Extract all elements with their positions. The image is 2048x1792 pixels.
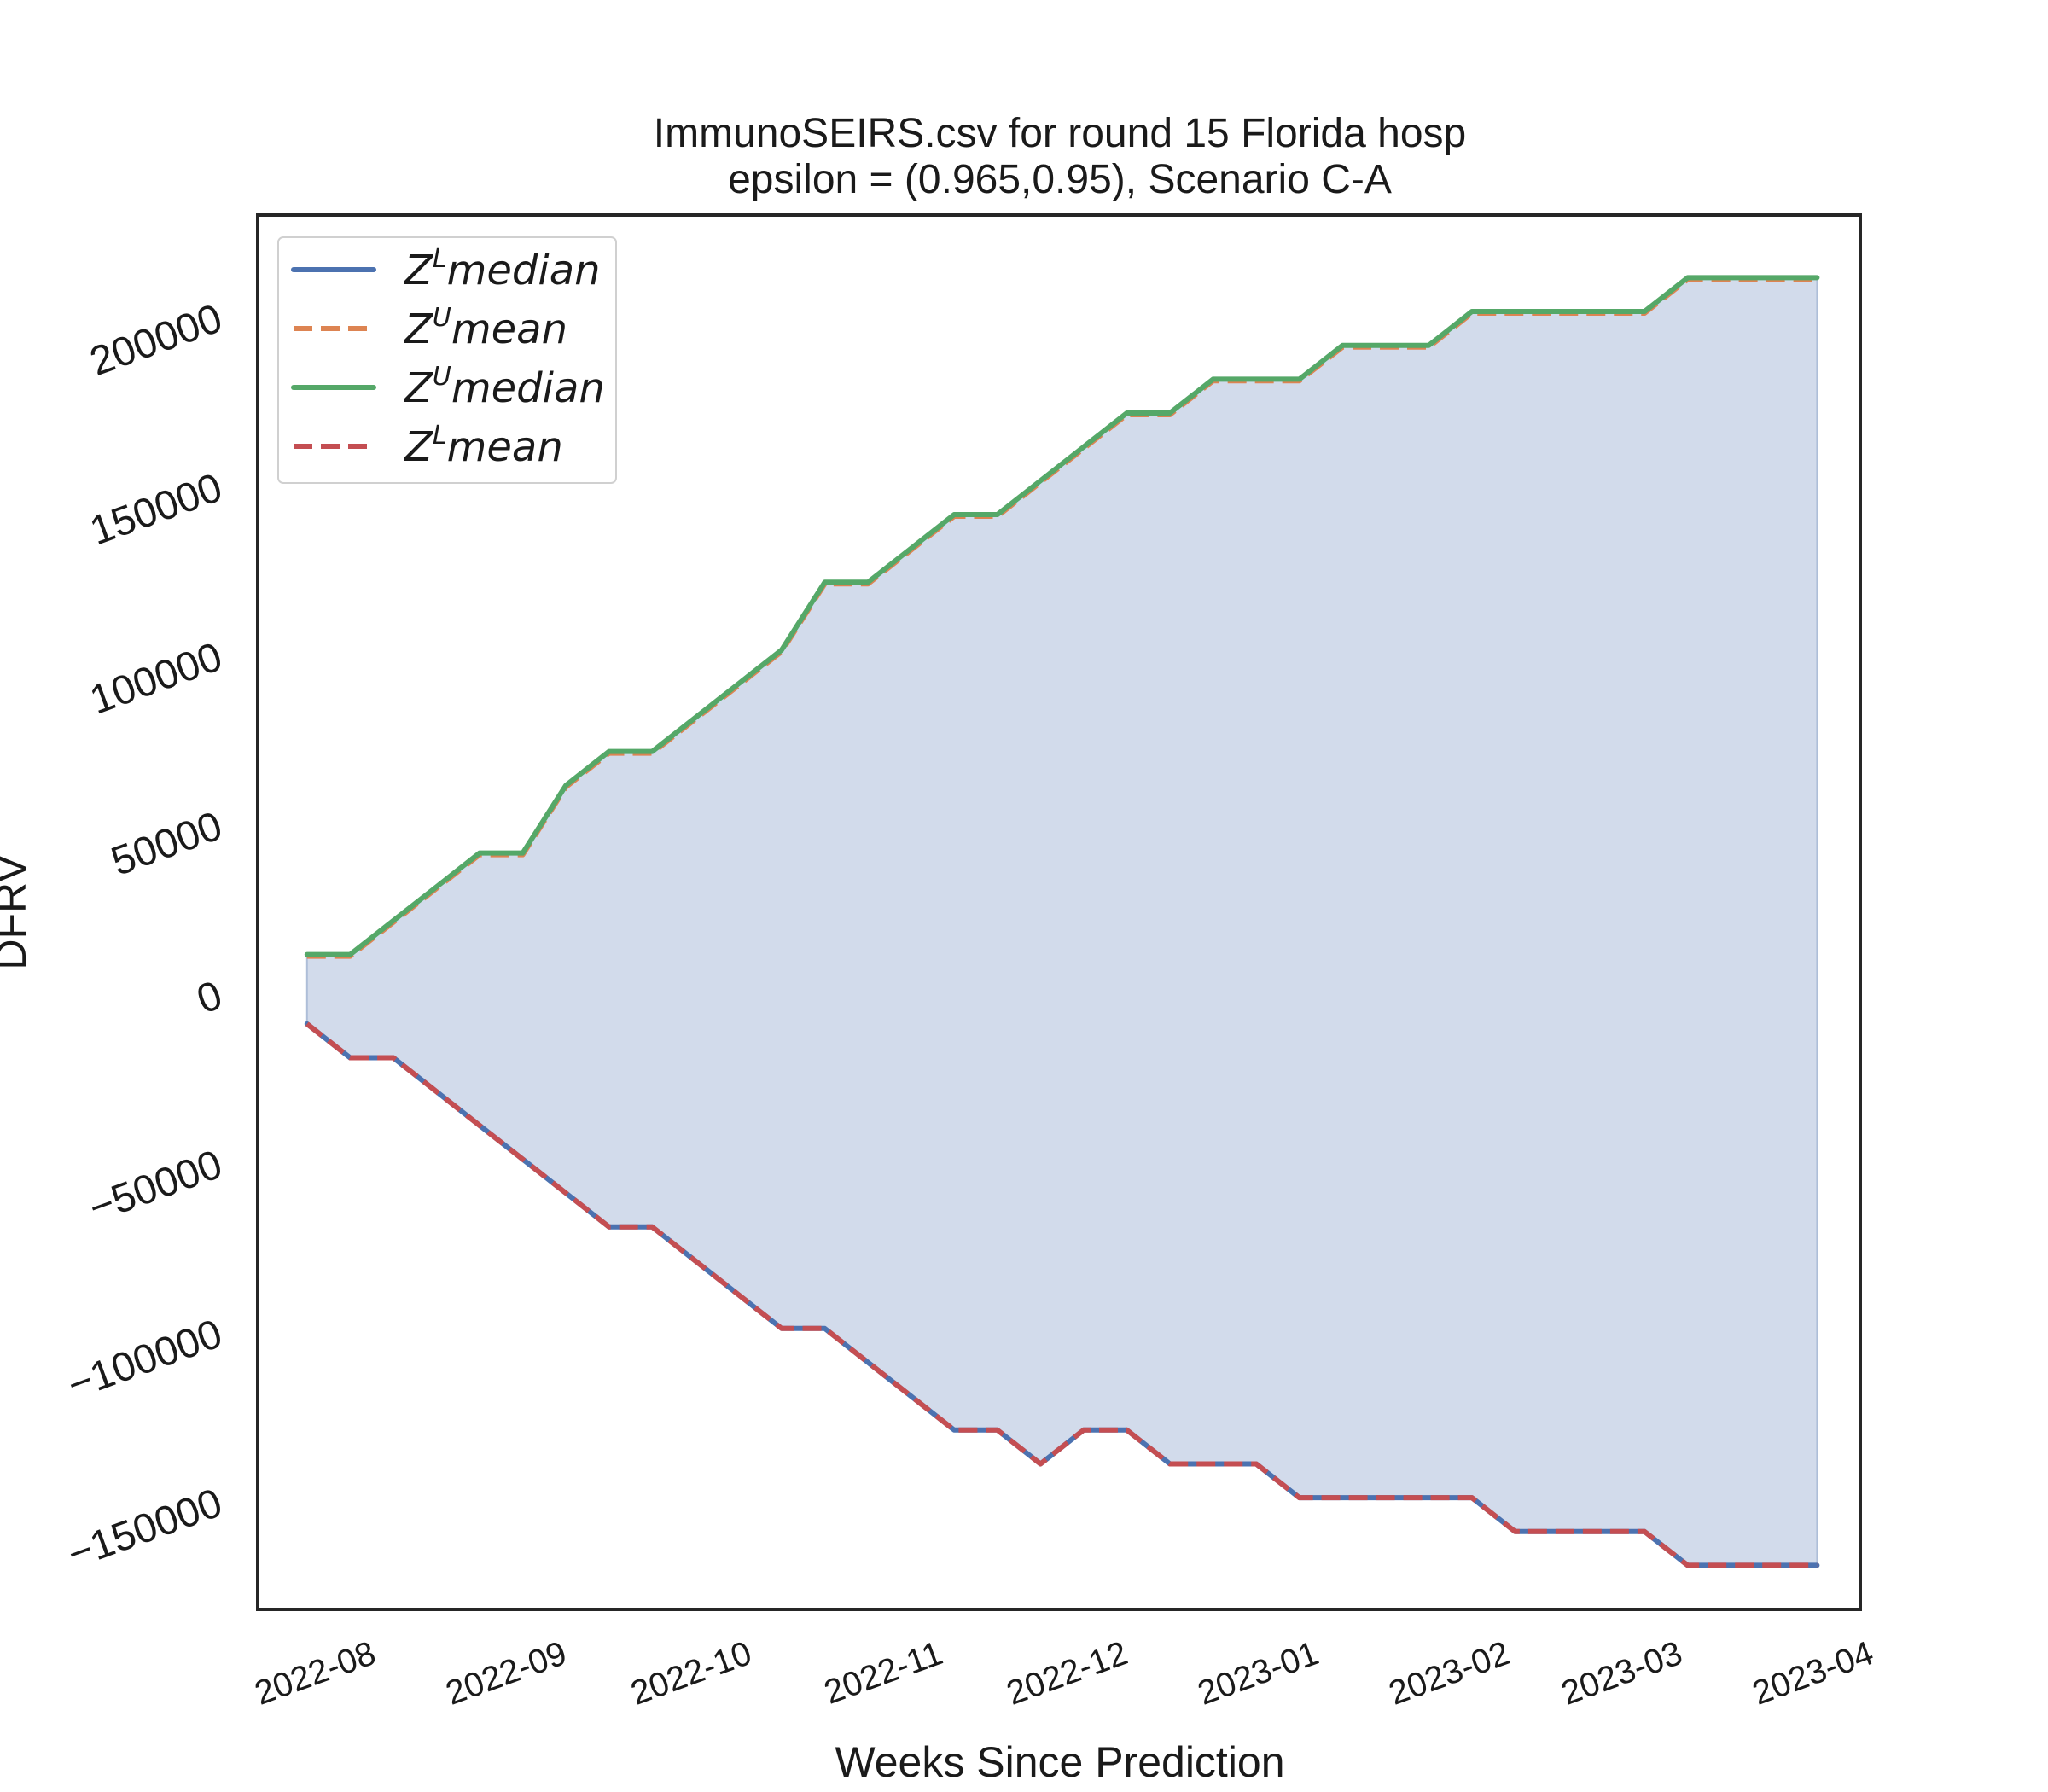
y-tick-label: 50000 [106,803,229,884]
y-axis-label: DFRV [0,854,35,970]
legend-box [277,236,617,484]
x-tick-label: 2022-09 [441,1634,572,1713]
y-tick-label: −50000 [83,1142,228,1231]
x-tick-label: 2022-12 [1002,1634,1132,1713]
x-tick-label: 2022-08 [250,1634,381,1713]
chart-subtitle: epsilon = (0.965,0.95), Scenario C-A [728,157,1392,202]
x-axis-label: Weeks Since Prediction [835,1738,1284,1786]
x-tick-label: 2023-01 [1193,1634,1324,1713]
chart-title: ImmunoSEIRS.csv for round 15 Florida hos… [654,111,1466,156]
x-tick-label: 2023-02 [1384,1634,1515,1713]
y-tick-label: 200000 [84,296,229,386]
x-tick-label: 2022-10 [625,1634,756,1713]
legend-label: ZUmean [403,303,567,353]
legend-label: ZUmedian [403,362,605,412]
y-tick-label: −150000 [61,1481,228,1578]
y-tick-label: 150000 [84,465,229,555]
y-tick-label: 100000 [84,634,229,724]
series-line-3 [304,275,1820,957]
y-axis: −150000 −100000 −50000 0 50000 100000 150000 20… [61,296,228,1578]
y-tick-label: 0 [191,973,228,1023]
legend-label: ZLmean [403,421,563,471]
x-tick-label: 2022-11 [819,1634,947,1712]
y-tick-label: −100000 [61,1311,228,1408]
legend-label: ZLmedian [403,244,601,294]
x-tick-label: 2023-03 [1556,1634,1687,1713]
series-line-4 [305,1021,1818,1568]
plot-area [304,275,1820,1568]
x-tick-label: 2023-04 [1748,1634,1878,1713]
plot-frame [256,213,1862,1611]
legend: ZLmedian ZUmean ZUmedian ZLmean [277,236,617,484]
x-axis: 2022-08 2022-09 2022-10 2022-11 2022-12 2023-… [250,1634,1878,1713]
